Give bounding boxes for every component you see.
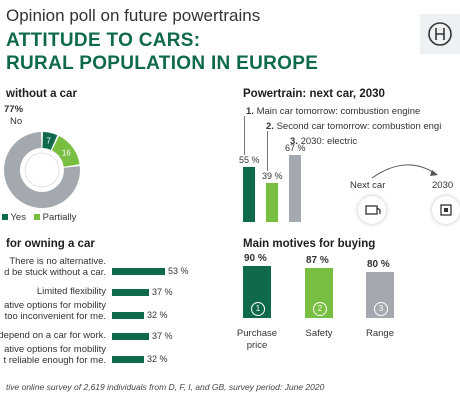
legend-swatch-yes [2,214,8,220]
motive-label-1: Purchase price [233,328,281,352]
reason-bar-1 [112,268,165,275]
reason-label-2-line-1: Limited flexibility [36,286,106,297]
reason-label-4-line-1: depend on a car for work. [0,330,106,341]
reason-label-5-line-1: ative options for mobility [4,344,106,355]
powertrain-bar-2-value: 39 % [262,171,283,181]
motive-number-1: 1 [251,302,265,316]
powertrain-item-3: 3. 2030: electric [290,136,357,147]
reason-value-5: 32 % [147,354,168,364]
donut-title: without a car [6,88,77,100]
motive-label-1-line-1: Purchase [236,328,278,339]
brand-logo-icon [428,22,452,46]
motive-number-3: 3 [374,302,388,316]
powertrain-item-1-index: 1. [246,106,254,117]
donut-slice-no [4,132,81,208]
legend-text-partially: Partially [42,212,77,223]
motive-label-2-line-1: Safety [305,328,333,339]
donut-legend-yes: Yes [2,212,26,223]
reason-label-1: There is no alternative. d be stuck witho… [4,256,106,278]
fuel-car-icon [358,196,386,224]
powertrain-bar-3-value: 67 % [285,143,306,153]
reason-bar-3 [112,312,144,319]
powertrain-title: Powertrain: next car, 2030 [243,88,385,100]
brand-logo [420,14,460,54]
page-title-line1: ATTITUDE TO CARS: [6,30,201,51]
year-2030-label: 2030 [432,180,454,191]
reason-label-3: ative options for mobility too inconvenie… [4,300,106,322]
reason-value-1: 53 % [168,266,189,276]
powertrain-leader-1 [244,116,245,155]
motive-value-3: 80 % [367,258,390,270]
motive-value-2: 87 % [306,254,329,266]
powertrain-leader-2 [267,131,268,171]
reason-value-3: 32 % [147,310,168,320]
powertrain-item-1-label: Main car tomorrow: combustion engine [256,106,421,117]
reason-label-3-line-1: ative options for mobility [4,300,106,311]
reason-value-2: 37 % [152,287,173,297]
motives-title: Main motives for buying [243,238,376,250]
donut-hole [24,152,60,188]
legend-swatch-partially [34,214,40,220]
donut-legend-partially: Partially [34,212,76,223]
powertrain-bar-2 [266,183,278,222]
powertrain-item-2: 2. Second car tomorrow: combustion engi [266,121,441,132]
donut-label-no: No [10,116,23,127]
reason-label-3-line-2: too inconvenient for me. [4,311,106,322]
transition-arrow-icon [371,164,438,179]
reason-bar-2 [112,289,149,296]
reason-bar-5 [112,356,144,363]
donut-value-yes: 7 [46,137,51,146]
donut-label-no-value: 77% [4,104,24,115]
powertrain-item-3-index: 3. [290,136,298,147]
reasons-title: for owning a car [6,238,95,250]
reason-label-4: depend on a car for work. [0,330,106,341]
powertrain-item-2-label: Second car tomorrow: combustion engi [276,121,442,132]
reason-bar-4 [112,333,149,340]
reason-label-5-line-2: t reliable enough for me. [3,355,106,366]
donut-slice-yes [42,132,58,150]
legend-text-yes: Yes [10,212,26,223]
powertrain-item-3-label: 2030: electric [300,136,358,147]
powertrain-item-1: 1. Main car tomorrow: combustion engine [246,106,420,117]
motive-label-3-line-1: Range [366,328,394,339]
motive-value-1: 90 % [244,253,267,264]
reason-value-4: 37 % [152,331,173,341]
footnote: tive online survey of 2,619 individuals … [6,382,325,392]
motive-label-1-line-2: price [246,340,268,351]
reason-label-5: ative options for mobility t reliable eno… [4,344,106,366]
donut-slice-partially [51,136,80,167]
powertrain-bar-1-value: 55 % [239,155,260,165]
motive-number-2: 2 [313,302,327,316]
powertrain-bar-1 [243,167,255,222]
reason-label-1-line-2: d be stuck without a car. [4,267,106,278]
reason-label-1-line-1: There is no alternative. [9,256,106,267]
page-title-line2: RURAL POPULATION IN EUROPE [6,53,319,74]
page-kicker: Opinion poll on future powertrains [6,6,261,25]
electric-car-icon [432,196,460,224]
donut-chart: 7 16 [4,132,81,208]
motive-label-2: Safety [295,328,343,340]
powertrain-bar-3 [289,155,301,222]
donut-value-partially: 16 [62,148,71,157]
motive-label-3: Range [356,328,404,340]
next-car-label: Next car [350,180,386,191]
powertrain-item-2-index: 2. [266,121,274,132]
reason-label-2: Limited flexibility [37,286,106,297]
